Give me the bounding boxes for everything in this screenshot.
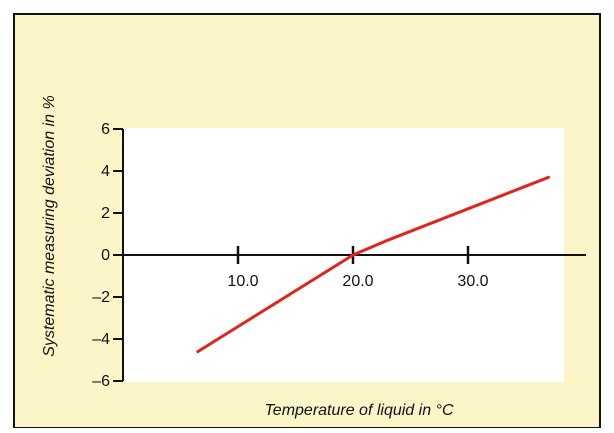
x-axis-title: Temperature of liquid in °C xyxy=(264,402,453,419)
series-group xyxy=(196,175,550,354)
y-tick-label: –6 xyxy=(92,373,110,390)
y-axis: 6 4 2 0 –2 –4 –6 xyxy=(92,121,124,390)
y-tick-label: –2 xyxy=(92,289,110,306)
y-tick-label: 4 xyxy=(101,163,110,180)
y-tick-label: 6 xyxy=(101,121,110,138)
x-tick-label: 20.0 xyxy=(342,273,373,290)
x-axis: 10.0 20.0 30.0 xyxy=(123,246,586,290)
x-tick-label: 30.0 xyxy=(457,273,488,290)
y-tick-label: 2 xyxy=(101,205,110,222)
y-tick-label: 0 xyxy=(101,247,110,264)
y-axis-title: Systematic measuring deviation in % xyxy=(41,95,58,356)
y-tick-label: –4 xyxy=(92,331,110,348)
x-tick-label: 10.0 xyxy=(227,273,258,290)
series-line xyxy=(196,175,550,354)
